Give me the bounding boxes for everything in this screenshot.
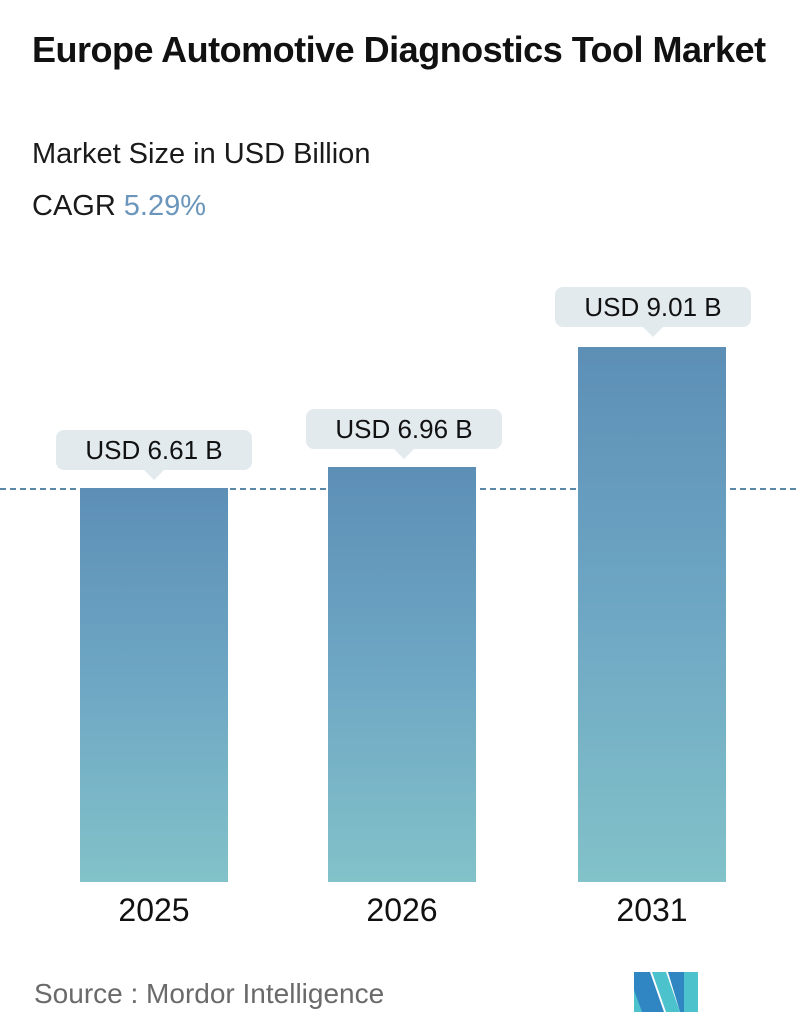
mordor-intelligence-logo-icon [634,972,698,1012]
cagr-label: CAGR [32,190,116,222]
bar-2025 [80,488,228,882]
source-text: Source : Mordor Intelligence [34,978,385,1009]
x-label-2025: 2025 [118,892,190,928]
value-label-2025: USD 6.61 B [56,430,252,480]
x-label-2026: 2026 [366,892,438,928]
chart-subtitle: Market Size in USD Billion [32,138,371,170]
bar-2026 [328,467,476,882]
value-label-2026: USD 6.96 B [306,409,502,459]
value-label-2031: USD 9.01 B [555,287,751,337]
bar-2031 [578,347,726,882]
chart-title: Europe Automotive Diagnostics Tool Marke… [32,29,766,70]
cagr-value: 5.29% [123,190,207,222]
cagr-line: CAGR 5.29% [32,190,206,223]
x-label-2031: 2031 [616,892,688,928]
